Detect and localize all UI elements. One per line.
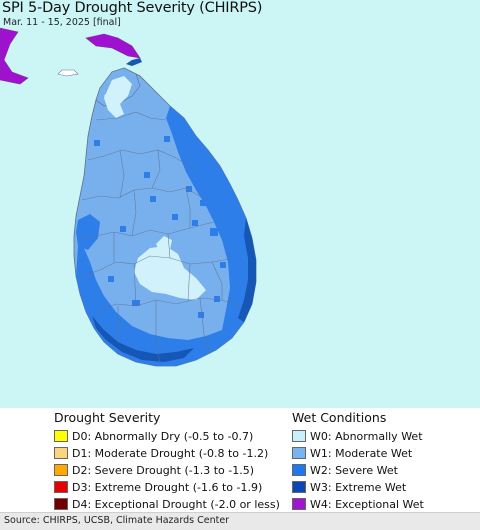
adams-bridge-tip — [126, 58, 142, 66]
central-w0-patch — [134, 246, 206, 300]
legend-item-d0: D0: Abnormally Dry (-0.5 to -0.7) — [54, 428, 280, 444]
legend-label-w3: W3: Extreme Wet — [310, 480, 407, 494]
district-boundaries — [77, 111, 241, 365]
map-subtitle: Mar. 11 - 15, 2025 [final] — [3, 17, 121, 28]
swatch-w0 — [292, 430, 306, 442]
legend-label-w2: W2: Severe Wet — [310, 463, 398, 477]
legend-item-w4: W4: Exceptional Wet — [292, 496, 424, 512]
mannar-island — [57, 69, 79, 77]
north-w0-patch — [104, 76, 132, 118]
legend: Drought Severity D0: Abnormally Dry (-0.… — [0, 408, 480, 512]
swatch-w1 — [292, 447, 306, 459]
source-text: Source: CHIRPS, UCSB, Climate Hazards Ce… — [4, 515, 230, 526]
legend-label-w4: W4: Exceptional Wet — [310, 497, 424, 511]
east-coast-w2 — [166, 106, 256, 338]
legend-label-d3: D3: Extreme Drought (-1.6 to -1.9) — [72, 480, 263, 494]
swatch-d2 — [54, 464, 68, 476]
legend-item-d1: D1: Moderate Drought (-0.8 to -1.2) — [54, 445, 280, 461]
swatch-w2 — [292, 464, 306, 476]
legend-item-w3: W3: Extreme Wet — [292, 479, 424, 495]
central-w0-patch-2 — [156, 236, 172, 252]
swatch-d0 — [54, 430, 68, 442]
legend-label-d2: D2: Severe Drought (-1.3 to -1.5) — [72, 463, 255, 477]
legend-label-d1: D1: Moderate Drought (-0.8 to -1.2) — [72, 446, 269, 460]
swatch-w3 — [292, 481, 306, 493]
legend-item-w2: W2: Severe Wet — [292, 462, 424, 478]
legend-item-d2: D2: Severe Drought (-1.3 to -1.5) — [54, 462, 280, 478]
southwest-w2 — [76, 246, 232, 366]
drought-legend: Drought Severity D0: Abnormally Dry (-0.… — [54, 408, 280, 512]
legend-label-d4: D4: Exceptional Drought (-2.0 or less) — [72, 497, 280, 511]
southwest-w3 — [92, 316, 194, 362]
wet-legend-heading: Wet Conditions — [292, 410, 387, 425]
swatch-w4 — [292, 498, 306, 510]
legend-item-d4: D4: Exceptional Drought (-2.0 or less) — [54, 496, 280, 512]
west-w2 — [76, 214, 100, 250]
india-coast — [0, 27, 29, 85]
legend-label-w0: W0: Abnormally Wet — [310, 429, 423, 443]
swatch-d3 — [54, 481, 68, 493]
swatch-d4 — [54, 498, 68, 510]
map-title: SPI 5-Day Drought Severity (CHIRPS) — [2, 0, 263, 16]
swatch-d1 — [54, 447, 68, 459]
legend-item-d3: D3: Extreme Drought (-1.6 to -1.9) — [54, 479, 280, 495]
legend-item-w0: W0: Abnormally Wet — [292, 428, 424, 444]
source-footer: Source: CHIRPS, UCSB, Climate Hazards Ce… — [0, 512, 480, 530]
legend-label-d0: D0: Abnormally Dry (-0.5 to -0.7) — [72, 429, 254, 443]
legend-item-w1: W1: Moderate Wet — [292, 445, 424, 461]
sri-lanka-map — [0, 0, 480, 408]
wet-legend: Wet Conditions W0: Abnormally Wet W1: Mo… — [292, 408, 424, 512]
drought-legend-heading: Drought Severity — [54, 410, 161, 425]
legend-label-w1: W1: Moderate Wet — [310, 446, 413, 460]
southeast-w3 — [238, 218, 256, 322]
